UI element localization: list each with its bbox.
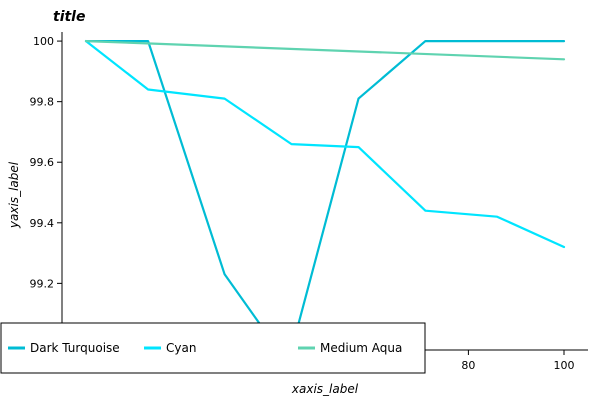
x-tick-label: 80 [461, 359, 475, 372]
y-tick-label: 99.4 [30, 217, 55, 230]
y-tick-label: 99.2 [30, 277, 55, 290]
y-tick-label: 99.6 [30, 156, 55, 169]
chart-title: title [53, 9, 85, 25]
y-tick-label: 99.8 [30, 96, 55, 109]
series-line-medium-aqua [84, 39, 566, 61]
legend-label: Medium Aqua [320, 341, 402, 355]
x-axis-title: xaxis_label [291, 382, 359, 396]
series-line-cyan [84, 39, 566, 249]
legend-label: Dark Turquoise [30, 341, 120, 355]
legend: Dark Turquoise Cyan Medium Aqua [0, 322, 426, 374]
y-tick-label: 100 [33, 35, 54, 48]
y-axis-title: yaxis_label [7, 161, 21, 229]
series-layer [84, 39, 566, 350]
x-tick-label: 100 [554, 359, 575, 372]
axes: 9999.299.499.699.8100020406080100 [30, 32, 588, 372]
series-line-dark-turquoise [84, 39, 566, 350]
legend-box [0, 322, 426, 374]
legend-label: Cyan [166, 341, 196, 355]
